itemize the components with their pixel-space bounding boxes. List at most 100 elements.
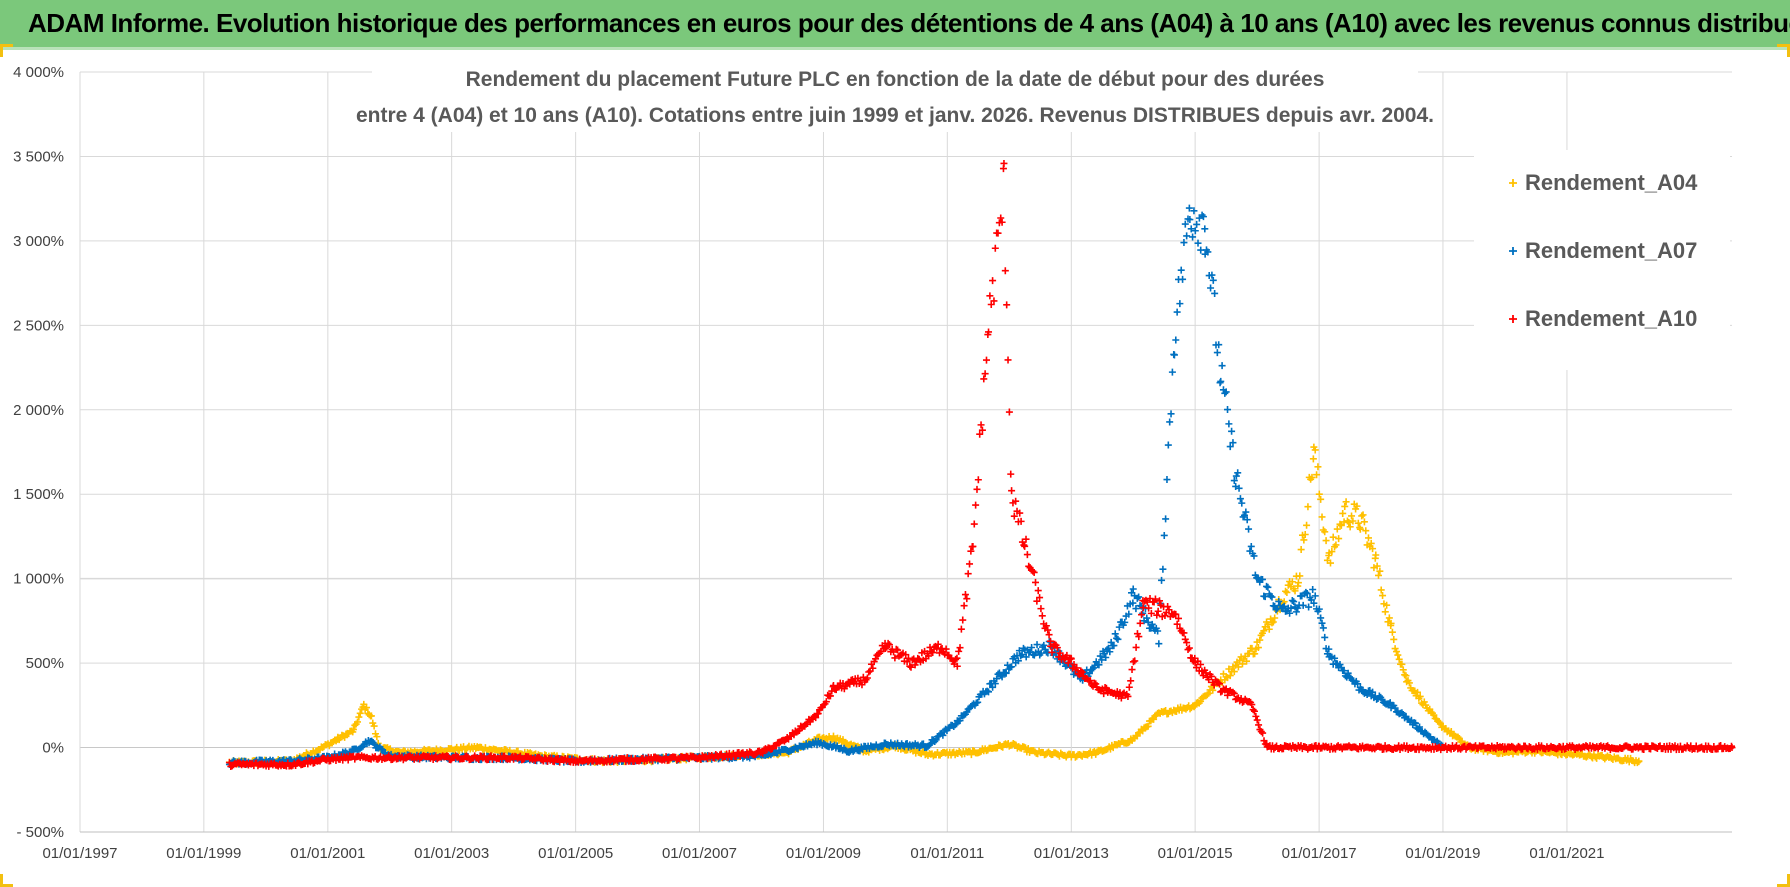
data-point (1008, 487, 1016, 495)
data-point (1314, 463, 1322, 471)
data-point (1308, 473, 1316, 481)
data-point (1023, 551, 1031, 559)
report-title: ADAM Informe. Evolution historique des p… (28, 8, 1790, 38)
data-point (1353, 502, 1361, 510)
data-point (1234, 469, 1242, 477)
data-point (1248, 701, 1256, 709)
y-tick-label: 500% (26, 655, 64, 672)
data-point (1416, 692, 1424, 700)
data-point (1106, 648, 1114, 656)
data-point (1229, 439, 1237, 447)
data-point (1147, 609, 1155, 617)
data-point (1022, 653, 1030, 661)
data-point (1104, 644, 1112, 652)
data-point (1349, 517, 1357, 525)
data-point (991, 680, 999, 688)
data-point (1164, 603, 1172, 611)
data-point (1000, 159, 1008, 167)
data-point (1325, 645, 1333, 653)
data-point (1085, 669, 1093, 677)
data-point (1017, 652, 1025, 660)
data-point (341, 733, 349, 741)
data-point (1129, 599, 1137, 607)
data-point (1202, 669, 1210, 677)
data-point (1184, 646, 1192, 654)
data-point (1048, 648, 1056, 656)
data-point (970, 520, 978, 528)
data-point (1175, 614, 1183, 622)
data-point (1037, 605, 1045, 613)
data-point (1001, 267, 1009, 275)
data-point (976, 430, 984, 438)
x-tick-label: 01/01/1999 (166, 845, 241, 862)
data-point (1092, 680, 1100, 688)
data-point (1402, 672, 1410, 680)
data-point (1260, 737, 1268, 745)
data-point (812, 714, 820, 722)
data-point (1211, 289, 1219, 297)
data-point (1224, 691, 1232, 699)
data-point (1363, 690, 1371, 698)
data-point (1129, 658, 1137, 666)
data-point (1313, 471, 1321, 479)
data-point (1315, 490, 1323, 498)
data-point (1197, 660, 1205, 668)
data-point (1283, 588, 1291, 596)
data-point (1185, 204, 1193, 212)
data-point (1633, 759, 1641, 767)
data-point (1132, 605, 1140, 613)
data-point (985, 328, 993, 336)
data-point (1193, 220, 1201, 228)
data-point (1280, 602, 1288, 610)
data-point (1309, 585, 1317, 593)
data-point (354, 718, 362, 726)
data-point (1398, 660, 1406, 668)
data-point (885, 641, 893, 649)
data-point (1132, 643, 1140, 651)
data-point (1115, 623, 1123, 631)
y-tick-label: 3 500% (13, 148, 64, 165)
data-point (1258, 575, 1266, 583)
data-point (1209, 276, 1217, 284)
x-tick-label: 01/01/2005 (538, 845, 613, 862)
data-point (1339, 509, 1347, 517)
data-point (953, 654, 961, 662)
data-point (1028, 643, 1036, 651)
data-point (1197, 697, 1205, 705)
data-point (998, 673, 1006, 681)
data-point (367, 712, 375, 720)
data-point (370, 740, 378, 748)
data-point (1391, 704, 1399, 712)
data-point (1036, 594, 1044, 602)
data-point (1102, 654, 1110, 662)
data-point (829, 732, 837, 740)
data-point (1125, 683, 1133, 691)
data-point (1154, 627, 1162, 635)
data-point (846, 680, 854, 688)
data-point (1401, 671, 1409, 679)
data-point (978, 426, 986, 434)
data-point (1177, 266, 1185, 274)
data-point (1135, 593, 1143, 601)
data-point (1388, 628, 1396, 636)
data-point (1309, 455, 1317, 463)
data-point (1033, 597, 1041, 605)
x-tick-label: 01/01/1997 (42, 845, 117, 862)
data-point (759, 749, 767, 757)
data-point (1234, 663, 1242, 671)
data-point (1430, 711, 1438, 719)
legend-label: Rendement_A04 (1525, 170, 1698, 195)
data-point (1012, 497, 1020, 505)
data-point (1100, 690, 1108, 698)
data-point (977, 421, 985, 429)
data-point (1369, 688, 1377, 696)
data-point (980, 375, 988, 383)
data-point (1254, 644, 1262, 652)
data-point (927, 647, 935, 655)
data-point (829, 682, 837, 690)
data-point (1166, 418, 1174, 426)
data-point (1376, 567, 1384, 575)
data-point (1236, 495, 1244, 503)
data-point (1321, 633, 1329, 641)
data-point (1194, 239, 1202, 247)
